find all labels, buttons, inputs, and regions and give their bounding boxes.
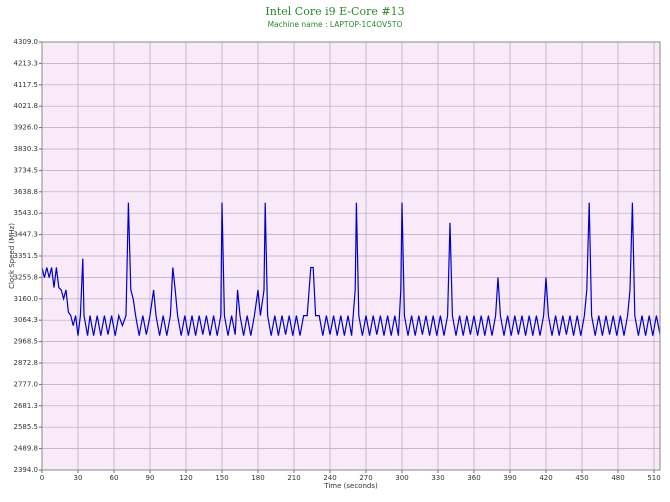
- x-tick-label: 240: [323, 474, 336, 482]
- x-tick-label: 420: [539, 474, 552, 482]
- y-tick-label: 3351.5: [14, 252, 39, 260]
- y-tick-label: 3160.0: [14, 295, 39, 303]
- x-tick-label: 330: [431, 474, 444, 482]
- x-tick-label: 390: [503, 474, 516, 482]
- x-tick-label: 300: [395, 474, 408, 482]
- y-tick-label: 3255.8: [14, 273, 39, 281]
- y-tick-label: 2872.8: [14, 359, 39, 367]
- x-tick-label: 480: [611, 474, 624, 482]
- y-tick-label: 2777.0: [14, 380, 39, 388]
- y-tick-label: 3064.3: [14, 316, 39, 324]
- chart-title: Intel Core i9 E-Core #13: [265, 5, 404, 18]
- x-tick-label: 210: [287, 474, 300, 482]
- y-tick-label: 3734.5: [14, 166, 39, 174]
- y-tick-label: 2394.0: [14, 466, 39, 474]
- x-tick-label: 150: [215, 474, 228, 482]
- y-axis-label: Clock Speed (MHz): [8, 223, 16, 289]
- x-tick-label: 450: [575, 474, 588, 482]
- y-tick-label: 4309.0: [14, 38, 39, 46]
- x-axis-label: Time (seconds): [323, 482, 378, 490]
- x-tick-label: 360: [467, 474, 480, 482]
- y-tick-label: 2968.5: [14, 338, 39, 346]
- y-tick-label: 3830.3: [14, 145, 39, 153]
- y-tick-label: 2585.5: [14, 423, 39, 431]
- y-tick-label: 3447.3: [14, 231, 39, 239]
- x-tick-label: 30: [74, 474, 83, 482]
- x-tick-label: 60: [110, 474, 119, 482]
- y-tick-label: 3543.0: [14, 209, 39, 217]
- y-tick-label: 4213.3: [14, 59, 39, 67]
- x-tick-label: 0: [40, 474, 44, 482]
- x-tick-label: 90: [146, 474, 155, 482]
- x-tick-label: 180: [251, 474, 264, 482]
- x-tick-label: 120: [179, 474, 192, 482]
- y-tick-label: 4117.5: [14, 81, 39, 89]
- y-tick-label: 2489.8: [14, 445, 39, 453]
- data-line: [41, 202, 661, 336]
- plot-border: [41, 41, 661, 471]
- x-tick-label: 510: [647, 474, 660, 482]
- y-tick-label: 4021.8: [14, 102, 39, 110]
- chart-subtitle: Machine name : LAPTOP-1C4OV5TO: [268, 20, 403, 29]
- y-tick-label: 3638.8: [14, 188, 39, 196]
- y-tick-label: 2681.3: [14, 402, 39, 410]
- x-tick-label: 270: [359, 474, 372, 482]
- y-tick-label: 3926.0: [14, 124, 39, 132]
